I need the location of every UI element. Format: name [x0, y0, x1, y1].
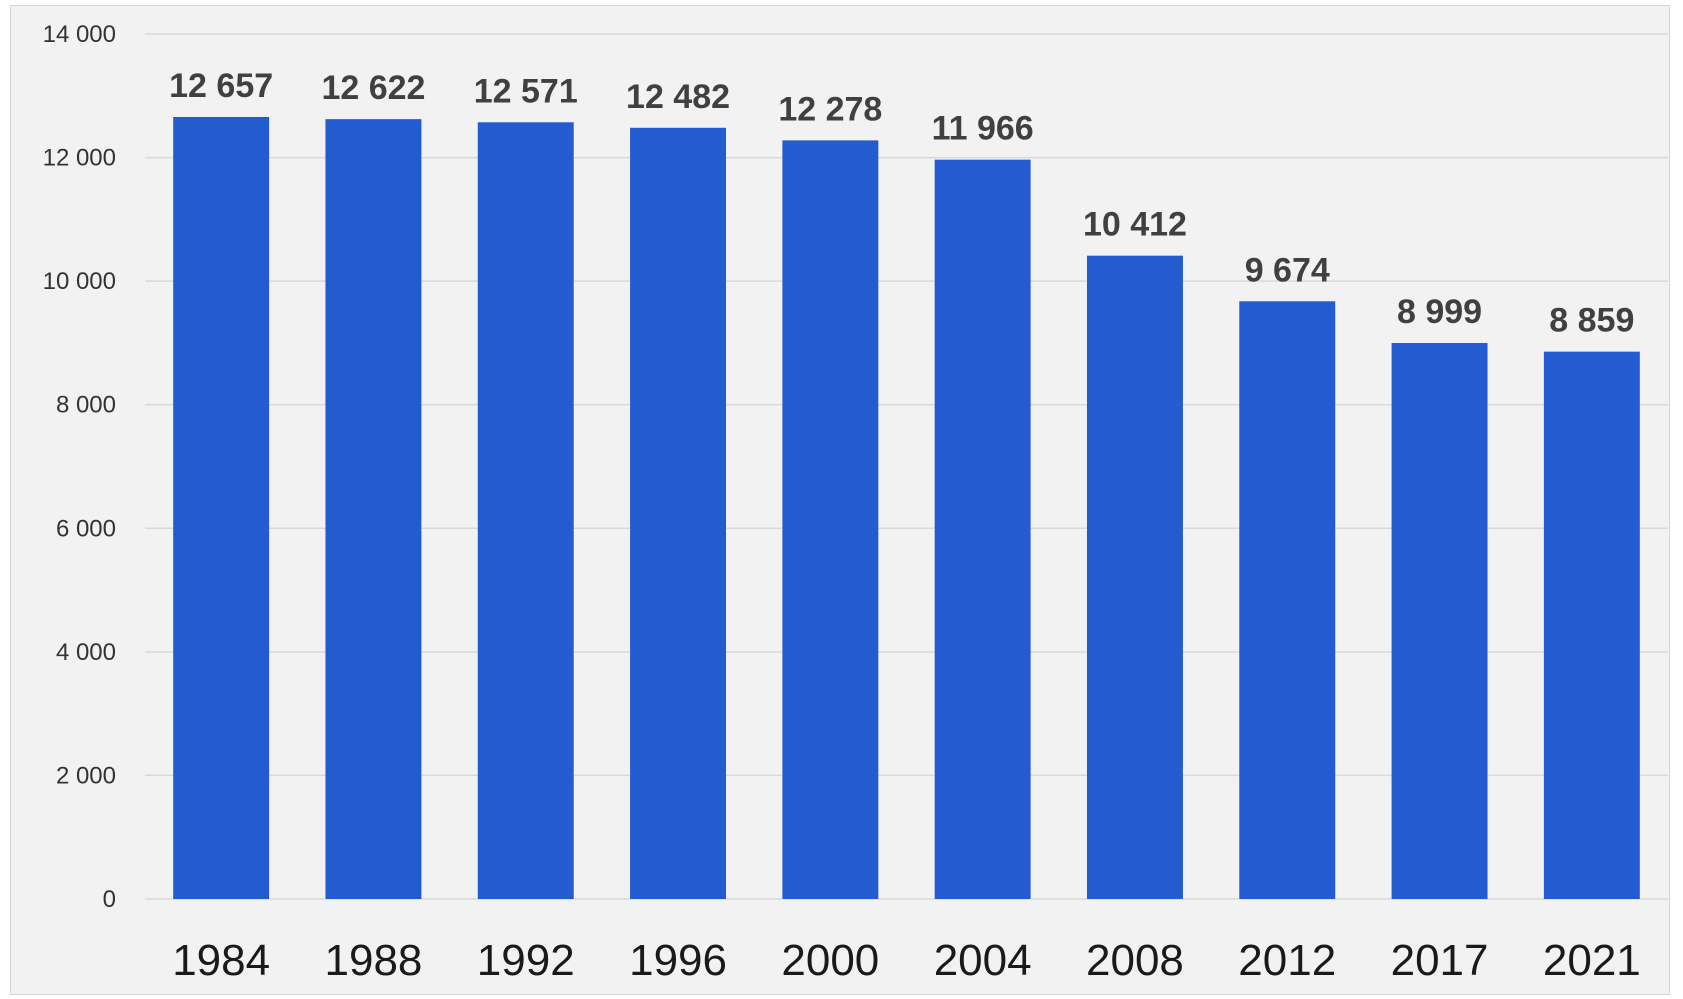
y-tick-label: 6 000 — [56, 515, 116, 542]
data-label: 11 966 — [932, 110, 1034, 148]
data-label: 12 657 — [169, 67, 273, 105]
data-label: 8 999 — [1397, 293, 1482, 331]
bars — [173, 116, 1640, 900]
data-label: 12 482 — [626, 78, 730, 116]
x-axis-ticks: 1984 1988 1992 1996 2000 2004 2008 2012 2017 2021 — [172, 936, 1641, 985]
data-label: 12 278 — [778, 90, 882, 128]
x-tick-label: 1992 — [477, 936, 575, 985]
x-tick-label: 2017 — [1391, 936, 1489, 985]
y-tick-label: 14 000 — [43, 21, 116, 48]
bar-2017 — [1391, 342, 1488, 899]
y-axis-ticks: 0 2 000 4 000 6 000 8 000 10 000 12 000 14 000 — [43, 21, 116, 913]
x-tick-label: 1984 — [172, 936, 270, 985]
data-label: 12 622 — [321, 69, 425, 107]
data-label: 10 412 — [1083, 206, 1187, 244]
x-tick-label: 2008 — [1086, 936, 1184, 985]
bar-1988 — [325, 119, 422, 899]
x-tick-label: 1996 — [629, 936, 727, 985]
data-label: 8 859 — [1549, 302, 1634, 340]
bar-2012 — [1239, 301, 1336, 899]
bar-2004 — [934, 159, 1031, 900]
y-tick-label: 0 — [103, 886, 116, 913]
bar-2000 — [782, 140, 879, 899]
x-tick-label: 2004 — [934, 936, 1032, 985]
x-tick-label: 2000 — [781, 936, 879, 985]
data-label: 9 674 — [1245, 251, 1330, 289]
bar-2021 — [1543, 351, 1640, 899]
y-tick-label: 2 000 — [56, 762, 116, 789]
x-tick-label: 2012 — [1238, 936, 1336, 985]
data-labels: 12 657 12 622 12 571 12 482 12 278 11 966 10 4… — [169, 67, 1634, 340]
y-tick-label: 10 000 — [43, 268, 116, 295]
y-tick-label: 12 000 — [43, 145, 116, 172]
y-tick-label: 4 000 — [56, 639, 116, 666]
data-label: 12 571 — [474, 72, 578, 110]
bar-1984 — [173, 116, 270, 899]
bar-1996 — [630, 127, 727, 899]
x-tick-label: 1988 — [325, 936, 423, 985]
x-tick-label: 2021 — [1543, 936, 1641, 985]
bar-2008 — [1086, 255, 1183, 900]
bar-1992 — [477, 122, 574, 899]
y-tick-label: 8 000 — [56, 392, 116, 419]
